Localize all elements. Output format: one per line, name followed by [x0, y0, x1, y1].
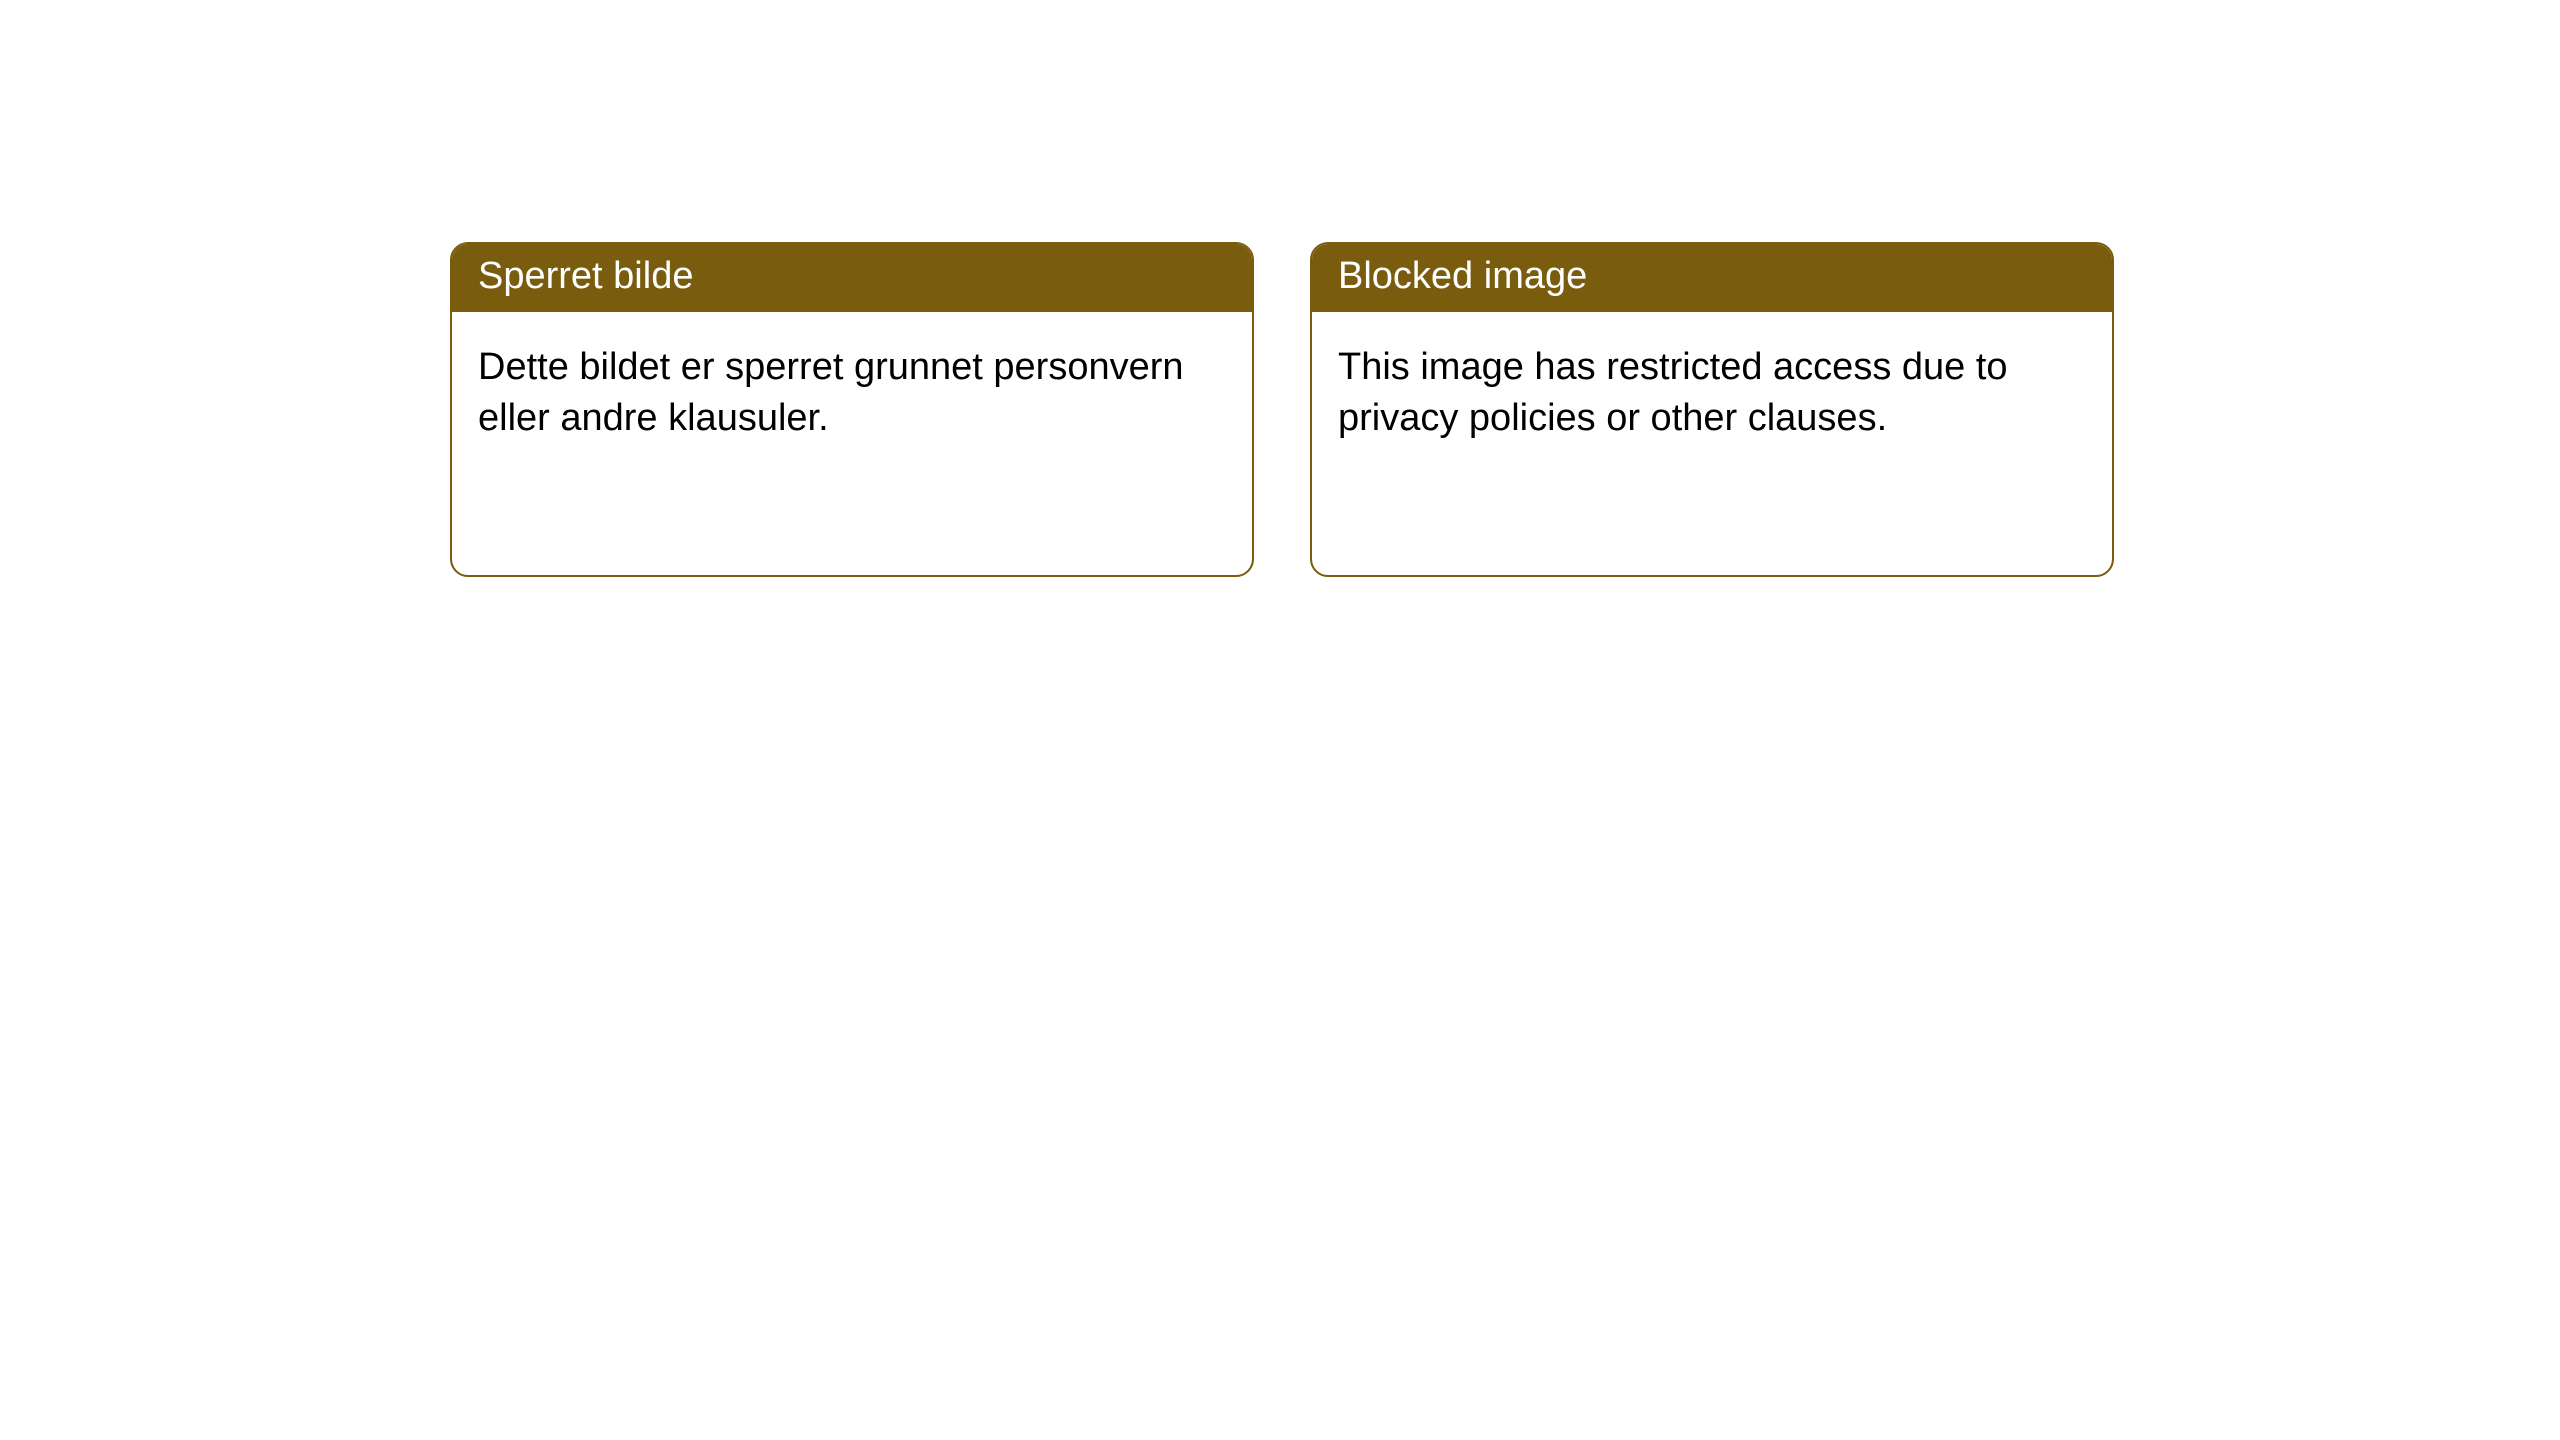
card-body: This image has restricted access due to … — [1312, 312, 2112, 475]
card-body-text: Dette bildet er sperret grunnet personve… — [478, 346, 1184, 439]
card-header: Blocked image — [1312, 244, 2112, 312]
card-title: Sperret bilde — [478, 255, 693, 297]
card-body-text: This image has restricted access due to … — [1338, 346, 2008, 439]
card-header: Sperret bilde — [452, 244, 1252, 312]
notice-card-norwegian: Sperret bilde Dette bildet er sperret gr… — [450, 242, 1254, 577]
card-title: Blocked image — [1338, 255, 1587, 297]
card-body: Dette bildet er sperret grunnet personve… — [452, 312, 1252, 475]
notice-card-english: Blocked image This image has restricted … — [1310, 242, 2114, 577]
notice-container: Sperret bilde Dette bildet er sperret gr… — [0, 0, 2560, 577]
